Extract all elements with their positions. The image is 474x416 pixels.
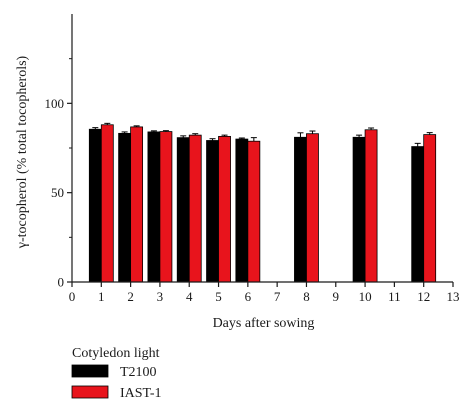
- bar-t2100: [411, 146, 425, 283]
- x-tick-label: 8: [303, 289, 310, 304]
- bar-iast-1: [423, 134, 437, 283]
- bar-t2100: [176, 137, 190, 283]
- bar-iast-1: [188, 134, 202, 283]
- legend-items: T2100 IAST-1: [71, 364, 162, 401]
- bar-t2100: [206, 140, 219, 283]
- bar-iast-1: [100, 124, 114, 283]
- x-tick-label: 6: [245, 289, 252, 304]
- legend: Cotyledon light T2100 IAST-1: [71, 346, 162, 401]
- legend-title: Cotyledon light: [72, 346, 160, 361]
- x-tick-label: 2: [127, 289, 134, 304]
- x-tick-label: 11: [388, 289, 401, 304]
- bar-iast-1: [218, 135, 231, 283]
- x-tick-label: 13: [447, 289, 460, 304]
- bar-iast-1: [130, 126, 144, 283]
- y-axis-ticks: 0 50 100: [45, 58, 72, 290]
- y-tick-label: 50: [51, 185, 64, 200]
- legend-label-iast-1: IAST-1: [120, 386, 162, 401]
- legend-swatch-iast-1: [71, 385, 109, 399]
- x-tick-label: 12: [417, 289, 430, 304]
- error-bar-group: [92, 122, 433, 147]
- y-tick-label: 100: [45, 96, 65, 111]
- x-axis-ticks: 0 1 2 3 4 5 6 7 8 9 10 11 12 13: [69, 282, 460, 304]
- x-tick-label: 9: [333, 289, 340, 304]
- bar-t2100: [294, 136, 307, 283]
- bar-t2100: [147, 131, 161, 283]
- x-tick-label: 10: [359, 289, 372, 304]
- bar-t2100: [235, 138, 249, 283]
- bar-series-group: [88, 124, 437, 283]
- x-tick-label: 5: [215, 289, 222, 304]
- bar-t2100: [118, 132, 132, 283]
- legend-label-t2100: T2100: [120, 365, 157, 380]
- bar-t2100: [352, 136, 366, 283]
- bar-iast-1: [364, 129, 378, 283]
- x-tick-label: 1: [98, 289, 105, 304]
- x-tick-label: 0: [69, 289, 76, 304]
- x-tick-label: 3: [157, 289, 164, 304]
- bar-iast-1: [159, 131, 173, 283]
- bar-t2100: [88, 128, 102, 283]
- bar-iast-1: [247, 140, 261, 283]
- legend-swatch-t2100: [71, 364, 109, 378]
- x-axis-title: Days after sowing: [213, 316, 315, 331]
- bar-iast-1: [306, 133, 319, 283]
- y-axis-title: γ-tocopherol (% total tocopherols): [15, 55, 30, 249]
- y-tick-label: 0: [58, 275, 65, 290]
- x-tick-label: 4: [186, 289, 193, 304]
- x-tick-label: 7: [274, 289, 281, 304]
